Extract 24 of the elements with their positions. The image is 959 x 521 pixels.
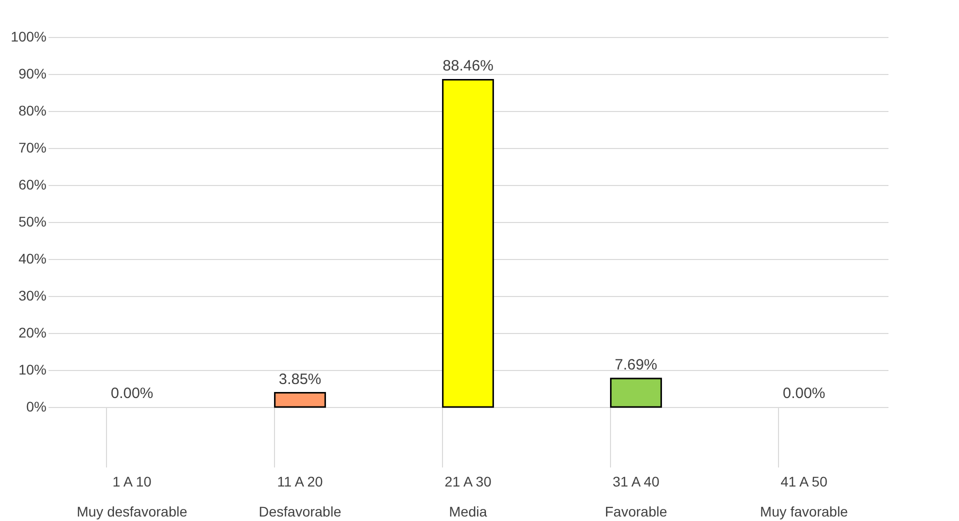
y-tick-label: 20% (18, 324, 46, 340)
data-label: 88.46% (442, 58, 494, 75)
x-tick-label: 41 A 50 Muy favorable (760, 474, 848, 520)
y-tick-label: 10% (18, 362, 46, 378)
x-tick-label: 31 A 40 Favorable (604, 474, 668, 520)
bar (274, 392, 326, 408)
y-tick-label: 90% (18, 66, 46, 82)
y-tick-label: 60% (18, 176, 46, 192)
data-label: 7.69% (614, 356, 658, 374)
bar (610, 378, 662, 408)
x-tick-label: 21 A 30 Media (444, 474, 492, 520)
y-tick-label: 40% (18, 250, 46, 266)
y-tick-label: 70% (18, 140, 46, 156)
y-tick-label: 100% (10, 28, 46, 44)
y-tick-label: 50% (18, 214, 46, 230)
y-tick-label: 80% (18, 102, 46, 118)
y-tick-label: 30% (18, 288, 46, 304)
x-tick-label: 1 A 10 Muy desfavorable (76, 474, 188, 520)
x-tick-label: 11 A 20 Desfavorable (258, 474, 342, 520)
bar (442, 78, 494, 408)
data-label: 3.85% (278, 370, 322, 388)
y-tick-label: 0% (26, 398, 46, 414)
data-label: 0.00% (110, 385, 154, 402)
data-label: 0.00% (782, 385, 826, 402)
